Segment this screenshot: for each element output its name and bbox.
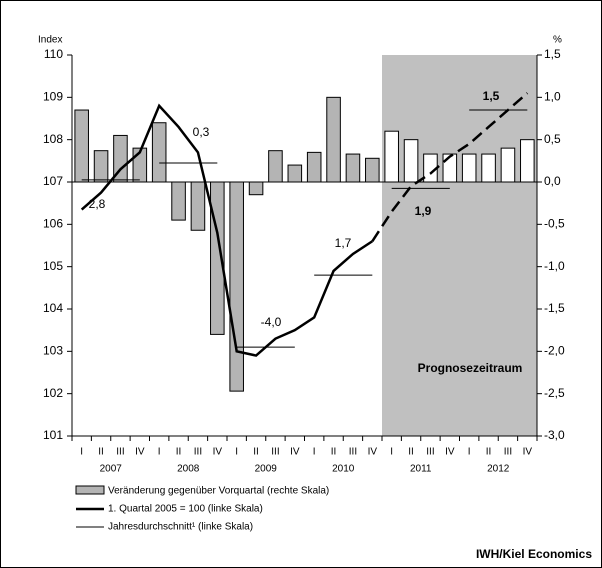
x-tick-label: IV [445, 447, 455, 458]
bar [500, 147, 516, 183]
bar [403, 139, 419, 183]
y-tick-label: 104 [43, 301, 63, 315]
x-tick-label: III [271, 447, 279, 458]
x-tick-label: III [116, 447, 124, 458]
left-axis-label: Index [38, 35, 62, 46]
annual-label: 2,8 [89, 197, 106, 211]
bar [229, 181, 244, 392]
bar [74, 109, 89, 183]
annual-label: 0,3 [193, 125, 210, 139]
bar [461, 153, 477, 183]
y-tick-label: 103 [43, 344, 63, 358]
legend-label: Jahresdurchschnitt¹ (linke Skala) [108, 522, 253, 533]
x-tick-label: III [349, 447, 357, 458]
legend-swatch [75, 485, 105, 495]
x-tick-label: II [408, 447, 414, 458]
x-tick-label: II [253, 447, 259, 458]
y2-tick-label: -1,5 [544, 301, 565, 315]
index-line [80, 103, 373, 357]
x-tick-label: IV [290, 447, 300, 458]
year-label: 2011 [410, 464, 432, 475]
year-label: 2010 [332, 464, 355, 475]
bar [151, 122, 167, 183]
bar [268, 150, 283, 183]
y-tick-label: 101 [43, 428, 63, 442]
x-tick-label: I [158, 447, 161, 458]
bar [306, 151, 322, 183]
y2-tick-label: -3,0 [544, 428, 565, 442]
x-tick-label: I [468, 447, 471, 458]
annual-label: 1,5 [483, 89, 500, 103]
index-line [371, 92, 529, 242]
forecast-area [382, 55, 537, 436]
bar [93, 150, 109, 183]
x-tick-label: II [331, 447, 337, 458]
forecast-label: Prognosezeitraum [418, 361, 523, 375]
bar [248, 181, 264, 196]
y-tick-label: 105 [43, 259, 63, 273]
year-label: 2007 [100, 464, 123, 475]
y-tick-label: 109 [43, 90, 63, 104]
annual-label: -4,0 [261, 315, 282, 329]
x-tick-label: III [194, 447, 202, 458]
x-tick-label: I [390, 447, 393, 458]
year-label: 2008 [177, 464, 200, 475]
x-tick-label: I [235, 447, 238, 458]
x-tick-label: IV [135, 447, 145, 458]
year-label: 2012 [487, 464, 510, 475]
bar [171, 181, 186, 221]
legend-label: 1. Quartal 2005 = 100 (linke Skala) [108, 504, 263, 515]
y2-tick-label: -0,5 [544, 217, 565, 231]
right-axis-label: % [553, 35, 562, 46]
x-tick-label: IV [368, 447, 378, 458]
bar [326, 96, 341, 183]
x-tick-label: IV [523, 447, 533, 458]
x-tick-label: II [176, 447, 182, 458]
x-tick-label: I [313, 447, 316, 458]
source: IWH/Kiel Economics [476, 547, 592, 561]
y2-tick-label: 1,0 [544, 90, 561, 104]
y-tick-label: 106 [43, 217, 63, 231]
bar [481, 153, 496, 183]
y-tick-label: 102 [43, 386, 63, 400]
y2-tick-label: 1,5 [544, 47, 561, 61]
x-tick-label: IV [213, 447, 223, 458]
y2-tick-label: 0,5 [544, 132, 561, 146]
annual-label: 1,9 [415, 204, 432, 218]
y2-tick-label: -2,0 [544, 344, 565, 358]
legend-label: Veränderung gegenüber Vorquartal (rechte… [108, 486, 329, 497]
bar [384, 130, 399, 183]
x-tick-label: III [426, 447, 434, 458]
annual-label: 1,7 [335, 236, 352, 250]
y-tick-label: 108 [43, 132, 63, 146]
bar [520, 139, 535, 183]
y2-tick-label: -1,0 [544, 259, 565, 273]
x-tick-label: II [98, 447, 104, 458]
bar [365, 157, 380, 183]
x-tick-label: III [504, 447, 512, 458]
y2-tick-label: -2,5 [544, 386, 565, 400]
year-label: 2009 [255, 464, 278, 475]
bar [190, 181, 206, 231]
bar [345, 153, 361, 183]
y2-tick-label: 0,0 [544, 174, 561, 188]
x-tick-label: II [486, 447, 492, 458]
bar [287, 164, 303, 183]
y-tick-label: 107 [43, 174, 63, 188]
x-tick-label: I [80, 447, 83, 458]
y-tick-label: 110 [44, 47, 63, 61]
